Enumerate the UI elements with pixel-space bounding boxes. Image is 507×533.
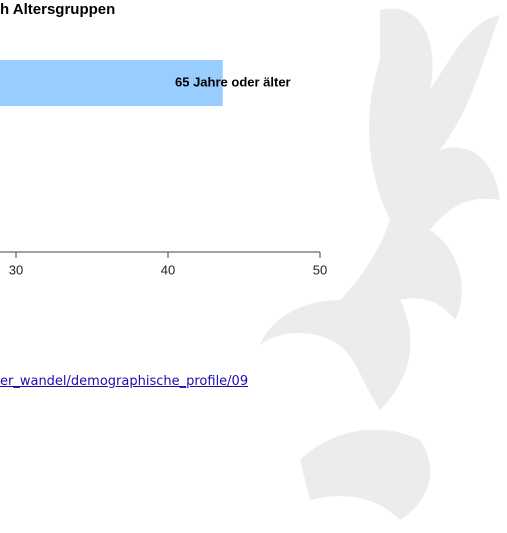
x-tick-label: 50 <box>313 262 327 277</box>
x-tick-label: 30 <box>9 262 23 277</box>
chart-title: h Altersgruppen <box>0 1 115 18</box>
watermark <box>260 8 500 520</box>
bar <box>0 60 223 106</box>
bar-label: 65 Jahre oder älter <box>175 74 291 89</box>
source-link[interactable]: er_wandel/demographische_profile/09 <box>0 374 249 389</box>
x-tick-label: 40 <box>161 262 175 277</box>
